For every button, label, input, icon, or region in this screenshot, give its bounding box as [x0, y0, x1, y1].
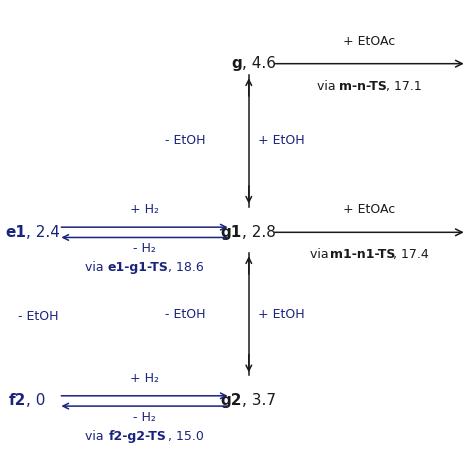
Text: , 17.4: , 17.4 [392, 248, 428, 261]
Text: - EtOH: - EtOH [165, 135, 205, 147]
Text: , 3.7: , 3.7 [242, 393, 276, 409]
Text: e1: e1 [6, 225, 27, 240]
Text: m-n-TS: m-n-TS [338, 80, 386, 92]
Text: via: via [85, 429, 108, 443]
Text: , 18.6: , 18.6 [168, 261, 204, 274]
Text: , 0: , 0 [27, 393, 46, 409]
Text: , 2.8: , 2.8 [242, 225, 276, 240]
Text: , 15.0: , 15.0 [168, 429, 204, 443]
Text: , 4.6: , 4.6 [242, 56, 276, 71]
Text: - H₂: - H₂ [133, 411, 156, 424]
Text: via: via [85, 261, 108, 274]
Text: + EtOAc: + EtOAc [343, 35, 395, 48]
Text: + EtOH: + EtOH [258, 135, 305, 147]
Text: - H₂: - H₂ [133, 242, 156, 255]
Text: + EtOAc: + EtOAc [343, 203, 395, 216]
Text: , 17.1: , 17.1 [385, 80, 421, 92]
Text: - EtOH: - EtOH [165, 308, 205, 321]
Text: + H₂: + H₂ [130, 372, 159, 385]
Text: f2: f2 [9, 393, 27, 409]
Text: , 2.4: , 2.4 [27, 225, 60, 240]
Text: e1-g1-TS: e1-g1-TS [108, 261, 168, 274]
Text: - EtOH: - EtOH [18, 310, 58, 323]
Text: g: g [231, 56, 242, 71]
Text: m1-n1-TS: m1-n1-TS [330, 248, 395, 261]
Text: g1: g1 [221, 225, 242, 240]
Text: g2: g2 [220, 393, 242, 409]
Text: f2-g2-TS: f2-g2-TS [109, 429, 167, 443]
Text: + EtOH: + EtOH [258, 308, 305, 321]
Text: via: via [317, 80, 339, 92]
Text: + H₂: + H₂ [130, 203, 159, 216]
Text: via: via [310, 248, 333, 261]
